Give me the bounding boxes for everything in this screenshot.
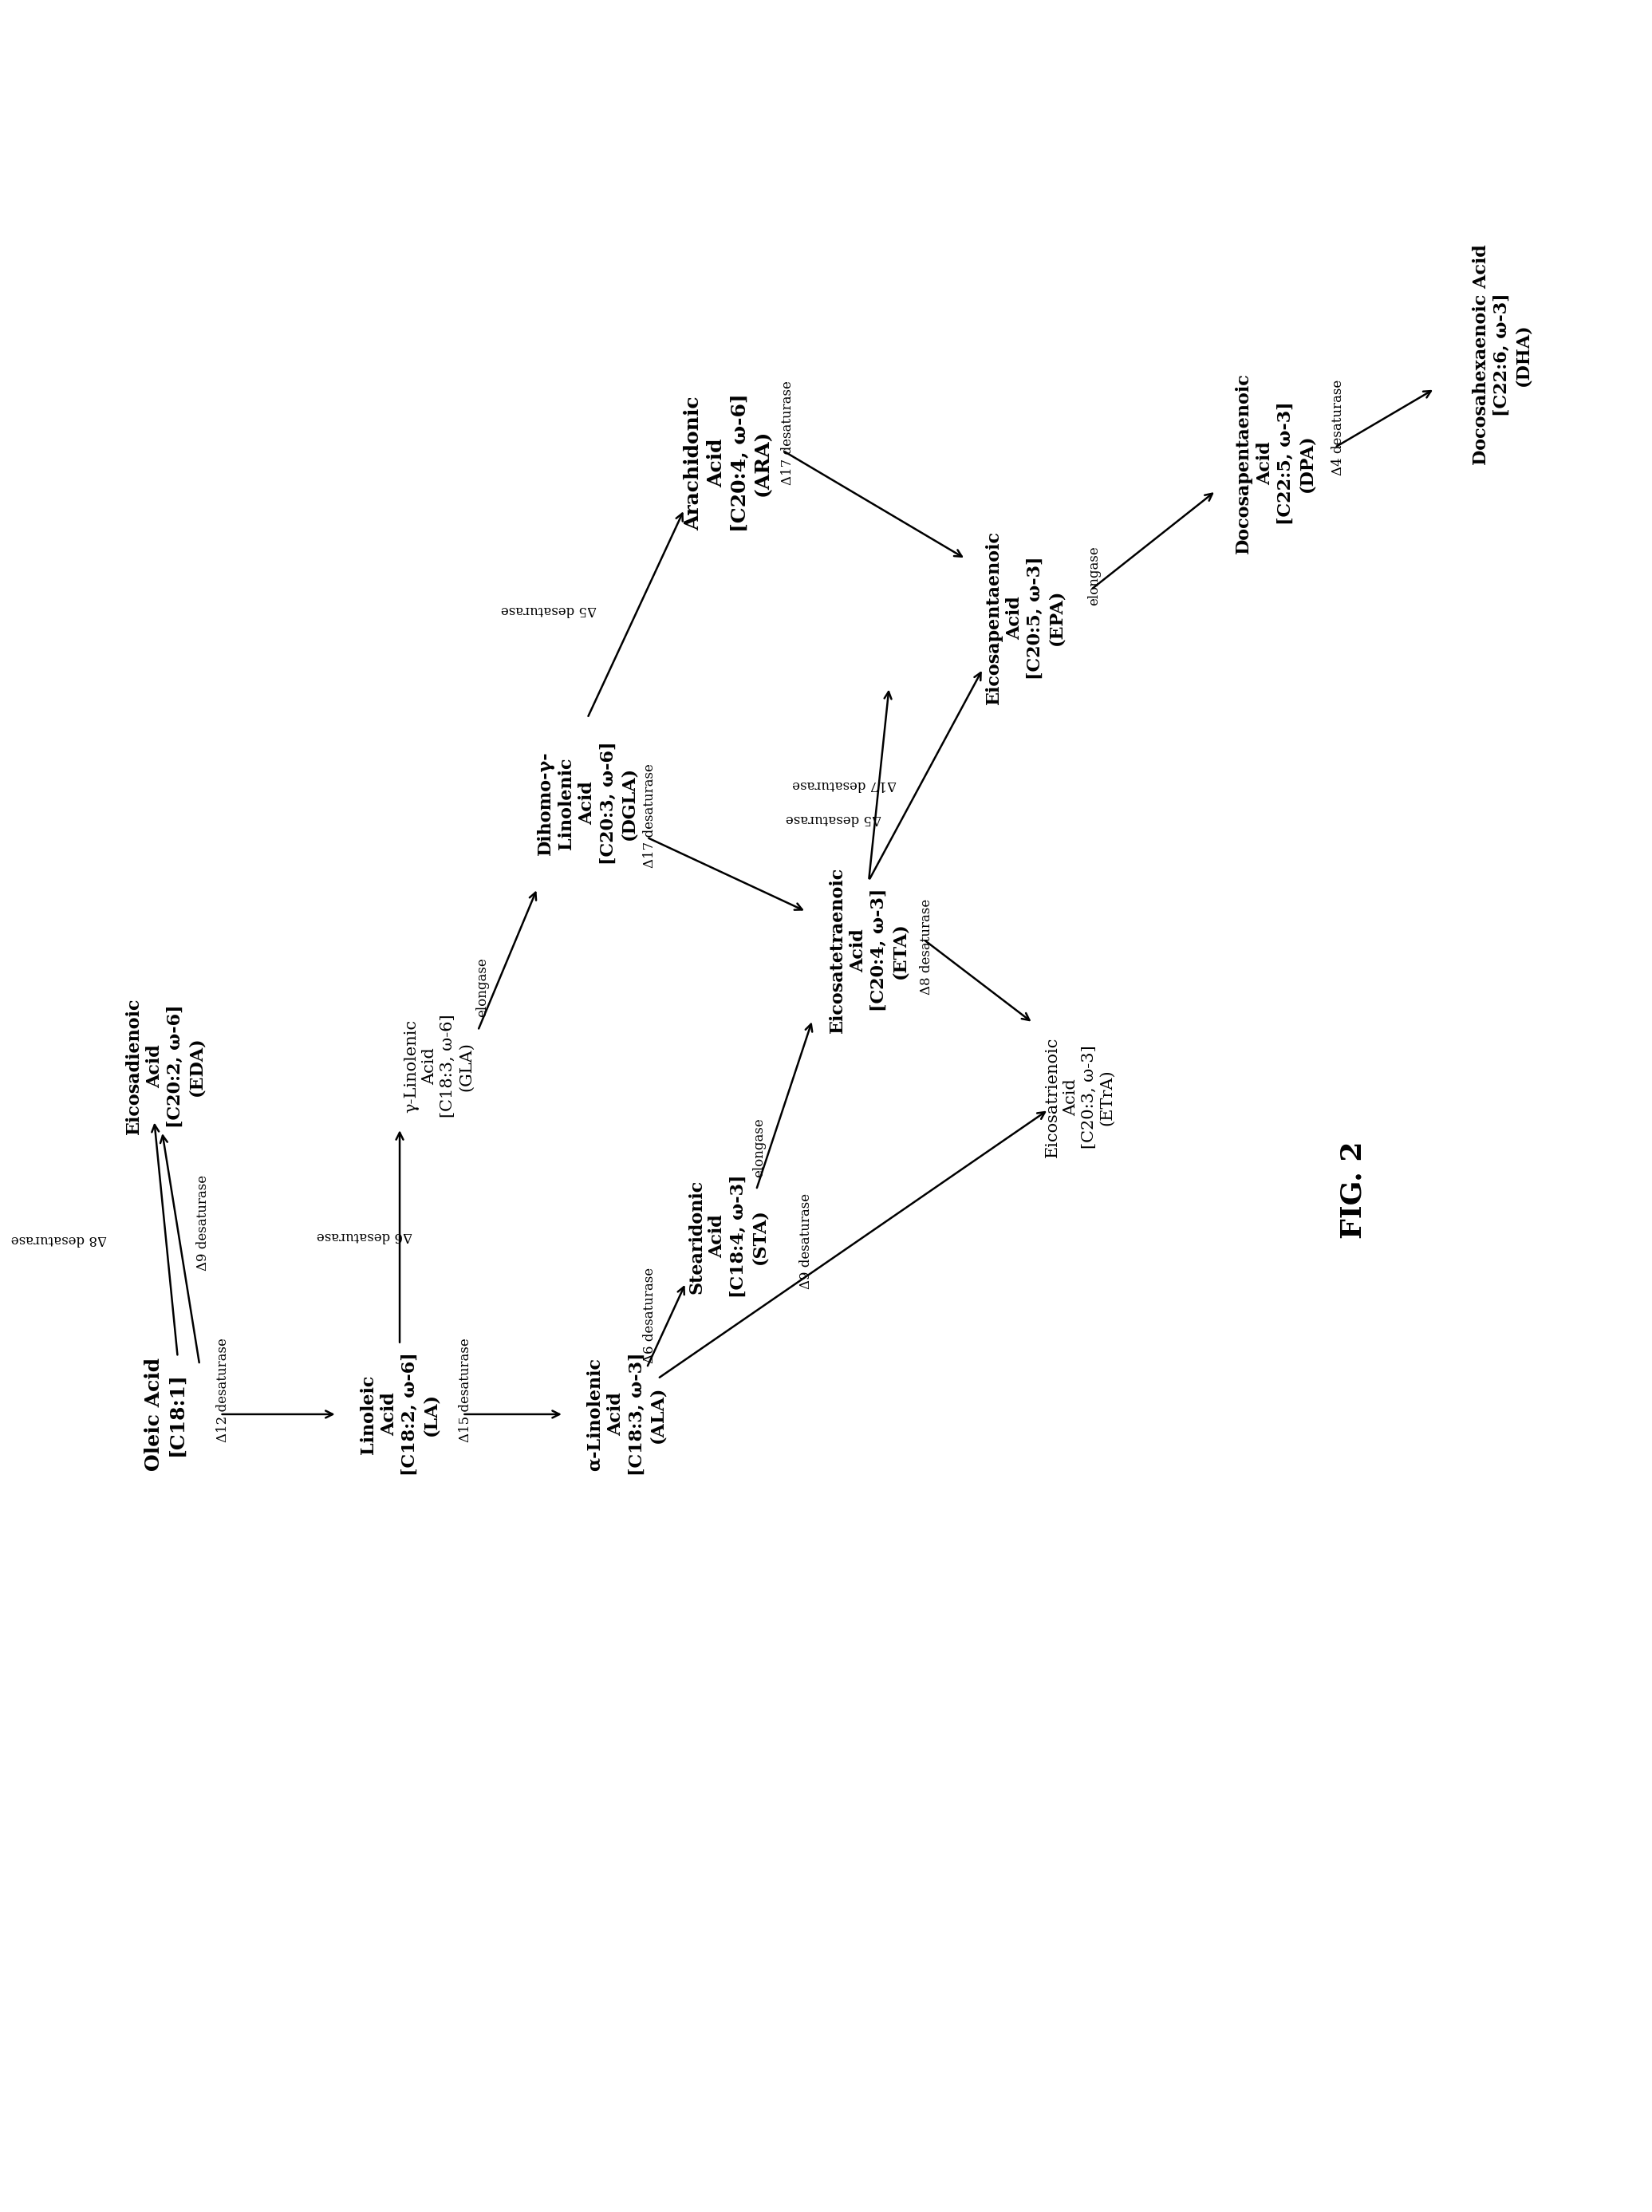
Text: Eicosapentaenoic
Acid
[C20:5, ω-3]
(EPA): Eicosapentaenoic Acid [C20:5, ω-3] (EPA) <box>985 531 1066 706</box>
Text: elongase: elongase <box>476 958 489 1018</box>
Text: Linoleic
Acid
[C18:2, ω-6]
(LA): Linoleic Acid [C18:2, ω-6] (LA) <box>360 1352 439 1475</box>
Text: elongase: elongase <box>753 1117 767 1177</box>
Text: γ-Linolenic
Acid
[C18:3, ω-6]
(GLA): γ-Linolenic Acid [C18:3, ω-6] (GLA) <box>405 1015 474 1117</box>
Text: FIG. 2: FIG. 2 <box>1340 1141 1368 1239</box>
Text: Δ17 desaturase: Δ17 desaturase <box>793 779 897 792</box>
Text: Δ4 desaturase: Δ4 desaturase <box>1332 380 1345 476</box>
Text: Δ12 desaturase: Δ12 desaturase <box>216 1338 230 1442</box>
Text: Δ17 desaturase: Δ17 desaturase <box>643 763 656 869</box>
Text: Eicosatrienoic
Acid
[C20:3, ω-3]
(ETrA): Eicosatrienoic Acid [C20:3, ω-3] (ETrA) <box>1046 1037 1115 1157</box>
Text: Arachidonic
Acid
[C20:4, ω-6]
(ARA): Arachidonic Acid [C20:4, ω-6] (ARA) <box>684 394 771 533</box>
Text: Stearidonic
Acid
[C18:4, ω-3]
(STA): Stearidonic Acid [C18:4, ω-3] (STA) <box>687 1175 768 1298</box>
Text: Δ8 desaturase: Δ8 desaturase <box>12 1232 107 1245</box>
Text: Δ5 desaturase: Δ5 desaturase <box>501 604 596 617</box>
Text: Eicosatetraenoic
Acid
[C20:4, ω-3]
(ETA): Eicosatetraenoic Acid [C20:4, ω-3] (ETA) <box>829 867 909 1033</box>
Text: Docosahexaenoic Acid
[C22:6, ω-3]
(DHA): Docosahexaenoic Acid [C22:6, ω-3] (DHA) <box>1472 243 1531 465</box>
Text: Docosapentaenoic
Acid
[C22:5, ω-3]
(DPA): Docosapentaenoic Acid [C22:5, ω-3] (DPA) <box>1236 372 1315 553</box>
Text: Δ17 desaturase: Δ17 desaturase <box>781 380 795 484</box>
Text: Δ9 desaturase: Δ9 desaturase <box>800 1192 813 1290</box>
Text: Δ6 desaturase: Δ6 desaturase <box>643 1267 656 1363</box>
Text: α-Linolenic
Acid
[C18:3, ω-3]
(ALA): α-Linolenic Acid [C18:3, ω-3] (ALA) <box>586 1354 667 1475</box>
Text: Δ9 desaturase: Δ9 desaturase <box>197 1175 210 1270</box>
Text: Dihomo-γ-
Linolenic
Acid
[C20:3, ω-6]
(DGLA): Dihomo-γ- Linolenic Acid [C20:3, ω-6] (D… <box>537 741 638 865</box>
Text: Δ6 desaturase: Δ6 desaturase <box>317 1230 413 1243</box>
Text: elongase: elongase <box>1087 546 1100 606</box>
Text: Δ8 desaturase: Δ8 desaturase <box>920 898 933 995</box>
Text: Δ15 desaturase: Δ15 desaturase <box>459 1338 472 1442</box>
Text: Eicosadienoic
Acid
[C20:2, ω-6]
(EDA): Eicosadienoic Acid [C20:2, ω-6] (EDA) <box>126 998 205 1135</box>
Text: Δ5 desaturase: Δ5 desaturase <box>785 812 881 825</box>
Text: Oleic Acid
[C18:1]: Oleic Acid [C18:1] <box>144 1358 187 1471</box>
